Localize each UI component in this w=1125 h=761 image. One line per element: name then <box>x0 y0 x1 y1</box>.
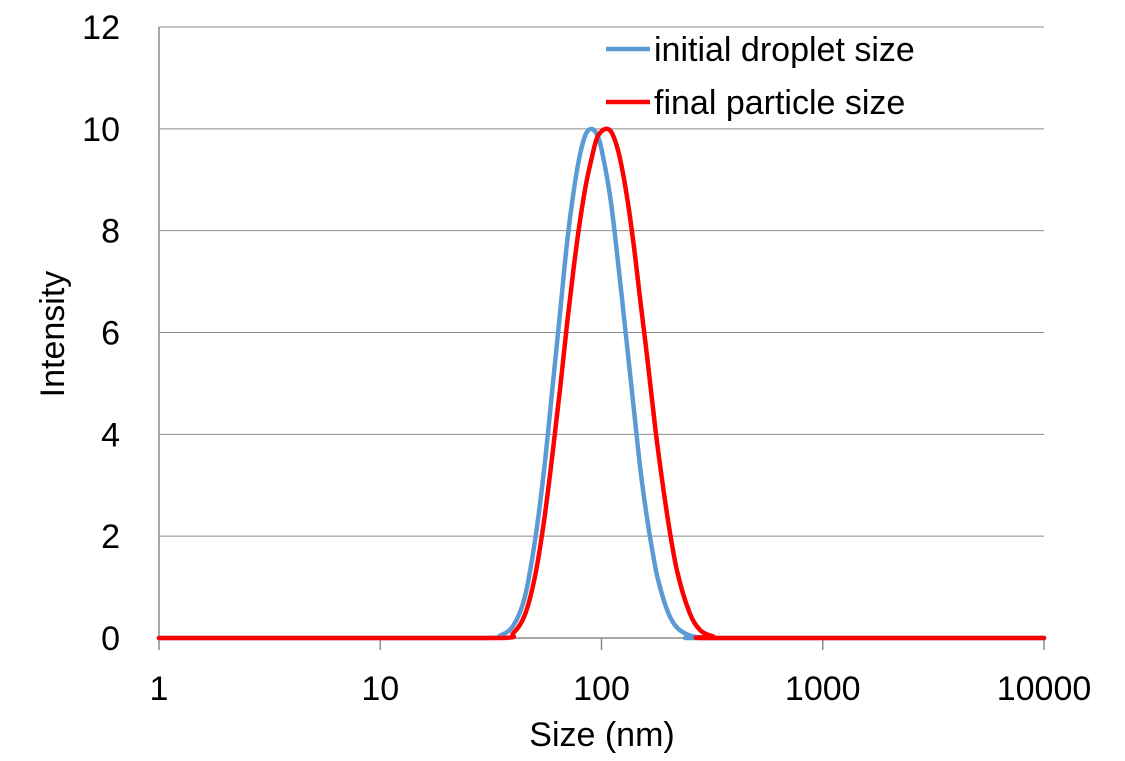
y-tick-labels: 0 2 4 6 8 10 12 <box>82 9 120 658</box>
axes <box>158 27 1045 650</box>
x-tick-label: 100 <box>573 670 630 708</box>
y-tick-label: 2 <box>101 518 120 556</box>
legend-label: final particle size <box>654 84 905 122</box>
y-tick-label: 10 <box>82 111 120 149</box>
x-tick-label: 1000 <box>785 670 861 708</box>
legend: initial droplet size final particle size <box>606 31 915 122</box>
series-lines <box>156 126 1047 641</box>
legend-label: initial droplet size <box>654 31 915 69</box>
x-axis-title: Size (nm) <box>529 716 674 754</box>
x-tick-label: 10000 <box>997 670 1092 708</box>
y-tick-label: 0 <box>101 620 120 658</box>
x-tick-label: 10 <box>361 670 399 708</box>
y-axis-title: Intensity <box>34 271 72 398</box>
x-tick-labels: 1 10 100 1000 10000 <box>150 670 1092 708</box>
grid <box>159 26 1044 537</box>
series-line-2 <box>156 126 1047 641</box>
y-tick-label: 12 <box>82 9 120 47</box>
y-tick-label: 8 <box>101 213 120 251</box>
series-line-1 <box>156 126 1047 641</box>
y-tick-label: 4 <box>101 416 120 454</box>
y-tick-label: 6 <box>101 315 120 353</box>
x-tick-label: 1 <box>150 670 169 708</box>
